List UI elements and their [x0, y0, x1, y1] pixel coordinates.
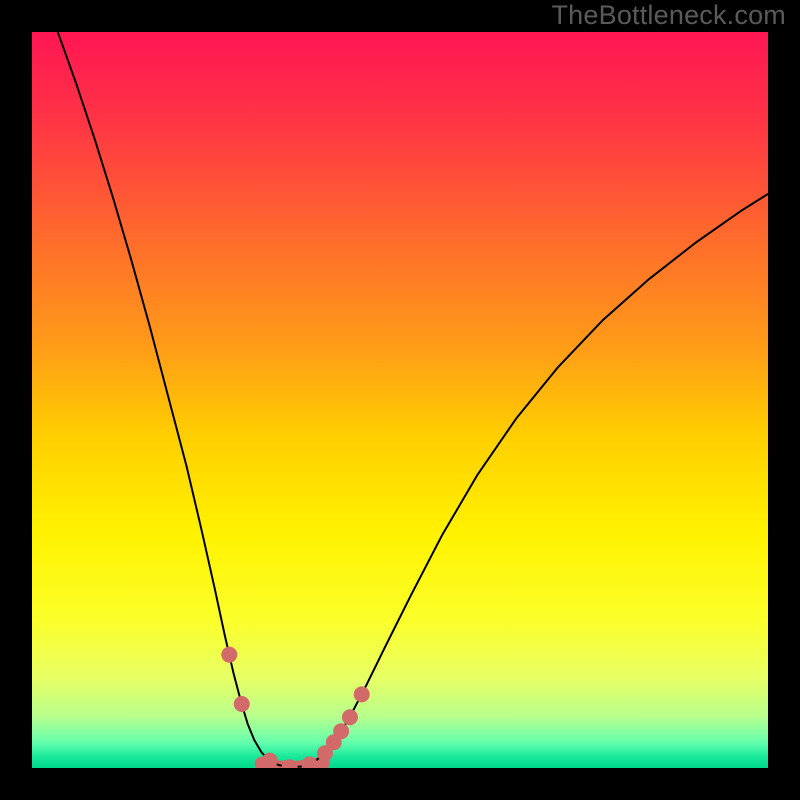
- canvas: TheBottleneck.com: [0, 0, 800, 800]
- gradient-background: [32, 32, 768, 768]
- plot-area: [32, 32, 768, 768]
- watermark-text: TheBottleneck.com: [551, 0, 786, 31]
